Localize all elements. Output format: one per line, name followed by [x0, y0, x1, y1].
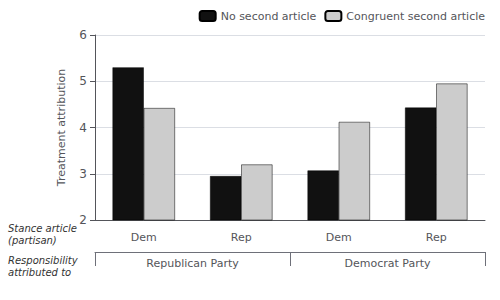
- svg-text:Democrat Party: Democrat Party: [344, 257, 431, 270]
- svg-text:Dem: Dem: [326, 231, 352, 244]
- svg-text:Congruent second article: Congruent second article: [346, 10, 485, 23]
- svg-text:4: 4: [79, 121, 87, 135]
- svg-text:6: 6: [79, 28, 87, 42]
- svg-text:(partisan): (partisan): [8, 235, 57, 246]
- svg-text:Stance article: Stance article: [8, 223, 77, 234]
- svg-text:Responsibility: Responsibility: [8, 255, 79, 266]
- svg-text:Rep: Rep: [231, 231, 252, 244]
- svg-text:Dem: Dem: [131, 231, 157, 244]
- svg-text:attributed to: attributed to: [8, 267, 71, 278]
- svg-text:2: 2: [79, 213, 87, 227]
- svg-text:No second article: No second article: [221, 10, 317, 23]
- svg-text:3: 3: [79, 167, 87, 181]
- svg-text:5: 5: [79, 74, 87, 88]
- svg-text:Republican Party: Republican Party: [146, 257, 239, 270]
- svg-text:Treatment attribution: Treatment attribution: [55, 69, 68, 187]
- svg-text:Rep: Rep: [426, 231, 447, 244]
